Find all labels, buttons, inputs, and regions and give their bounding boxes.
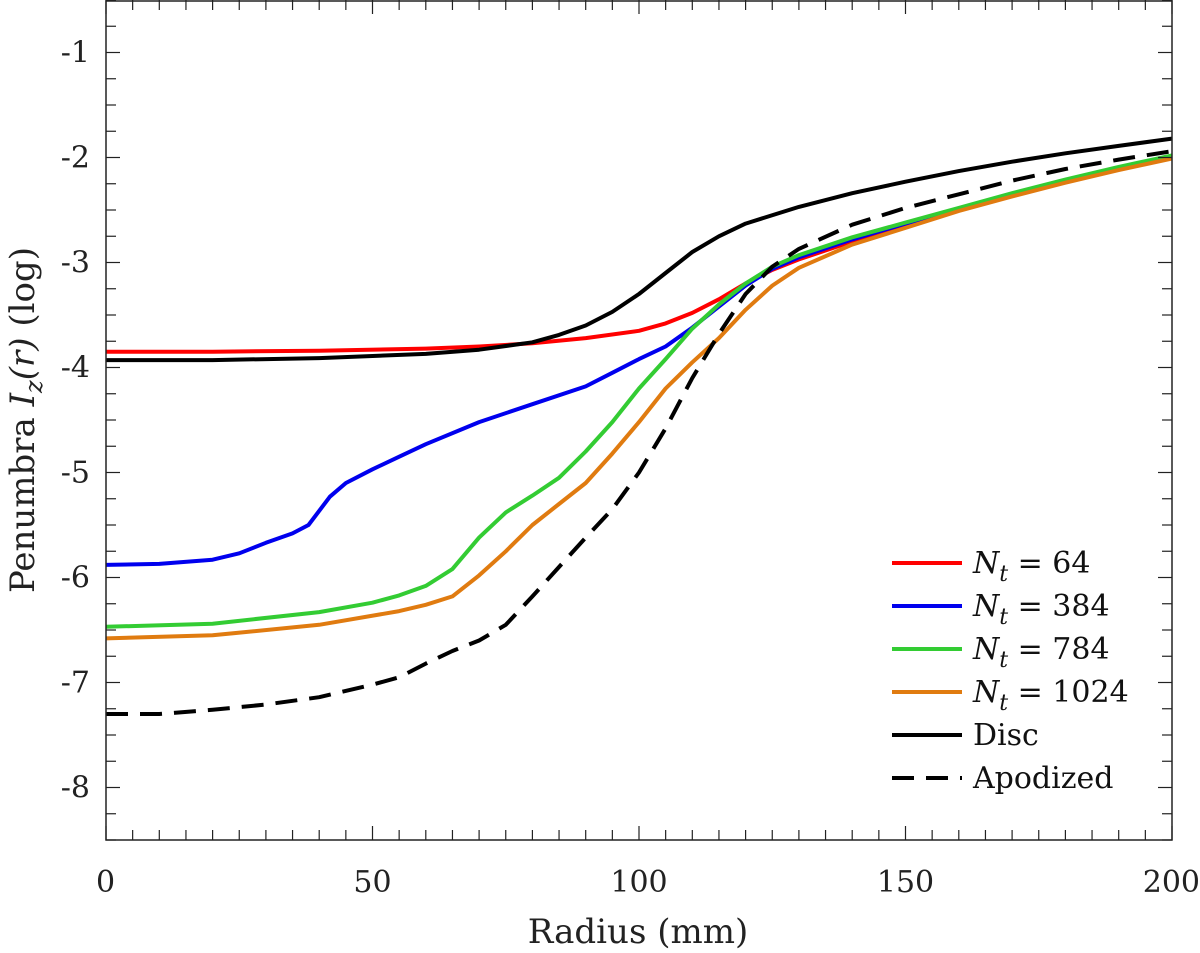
y-tick-label: -4 — [61, 351, 90, 386]
x-axis-title: Radius (mm) — [528, 912, 748, 952]
y-axis-title: Penumbra Iz(r) (log) — [3, 247, 48, 593]
x-tick-label: 200 — [1143, 865, 1200, 900]
legend-label-6: Apodized — [972, 761, 1114, 796]
legend-label-5: Disc — [973, 718, 1039, 753]
series-line-6 — [106, 149, 1173, 716]
y-tick-label: -5 — [61, 456, 90, 491]
y-tick-label: -1 — [61, 36, 90, 71]
x-tick-label: 50 — [353, 865, 391, 900]
series-line-3 — [105, 153, 1173, 629]
legend-label-3: Nt = 784 — [972, 632, 1110, 673]
x-tick-label: 150 — [877, 865, 934, 900]
series-line-4 — [105, 156, 1173, 641]
legend-label-1: Nt = 64 — [972, 546, 1090, 587]
series-line-5 — [106, 136, 1173, 363]
x-tick-label: 0 — [96, 865, 115, 900]
y-tick-label: -3 — [61, 246, 90, 281]
y-tick-label: -8 — [61, 771, 90, 806]
legend-label-4: Nt = 1024 — [972, 675, 1129, 716]
y-tick-label: -7 — [61, 666, 90, 701]
y-tick-label: -2 — [61, 141, 90, 176]
axes: 0 50 100 150 200 -1 -2 -3 -4 -5 -6 -7 -8 — [61, 0, 1200, 900]
x-tick-label: 100 — [610, 865, 667, 900]
y-tick-label: -6 — [61, 561, 90, 596]
plot-area — [105, 136, 1173, 716]
legend-label-2: Nt = 384 — [972, 589, 1110, 630]
series-line-1 — [106, 155, 1173, 354]
